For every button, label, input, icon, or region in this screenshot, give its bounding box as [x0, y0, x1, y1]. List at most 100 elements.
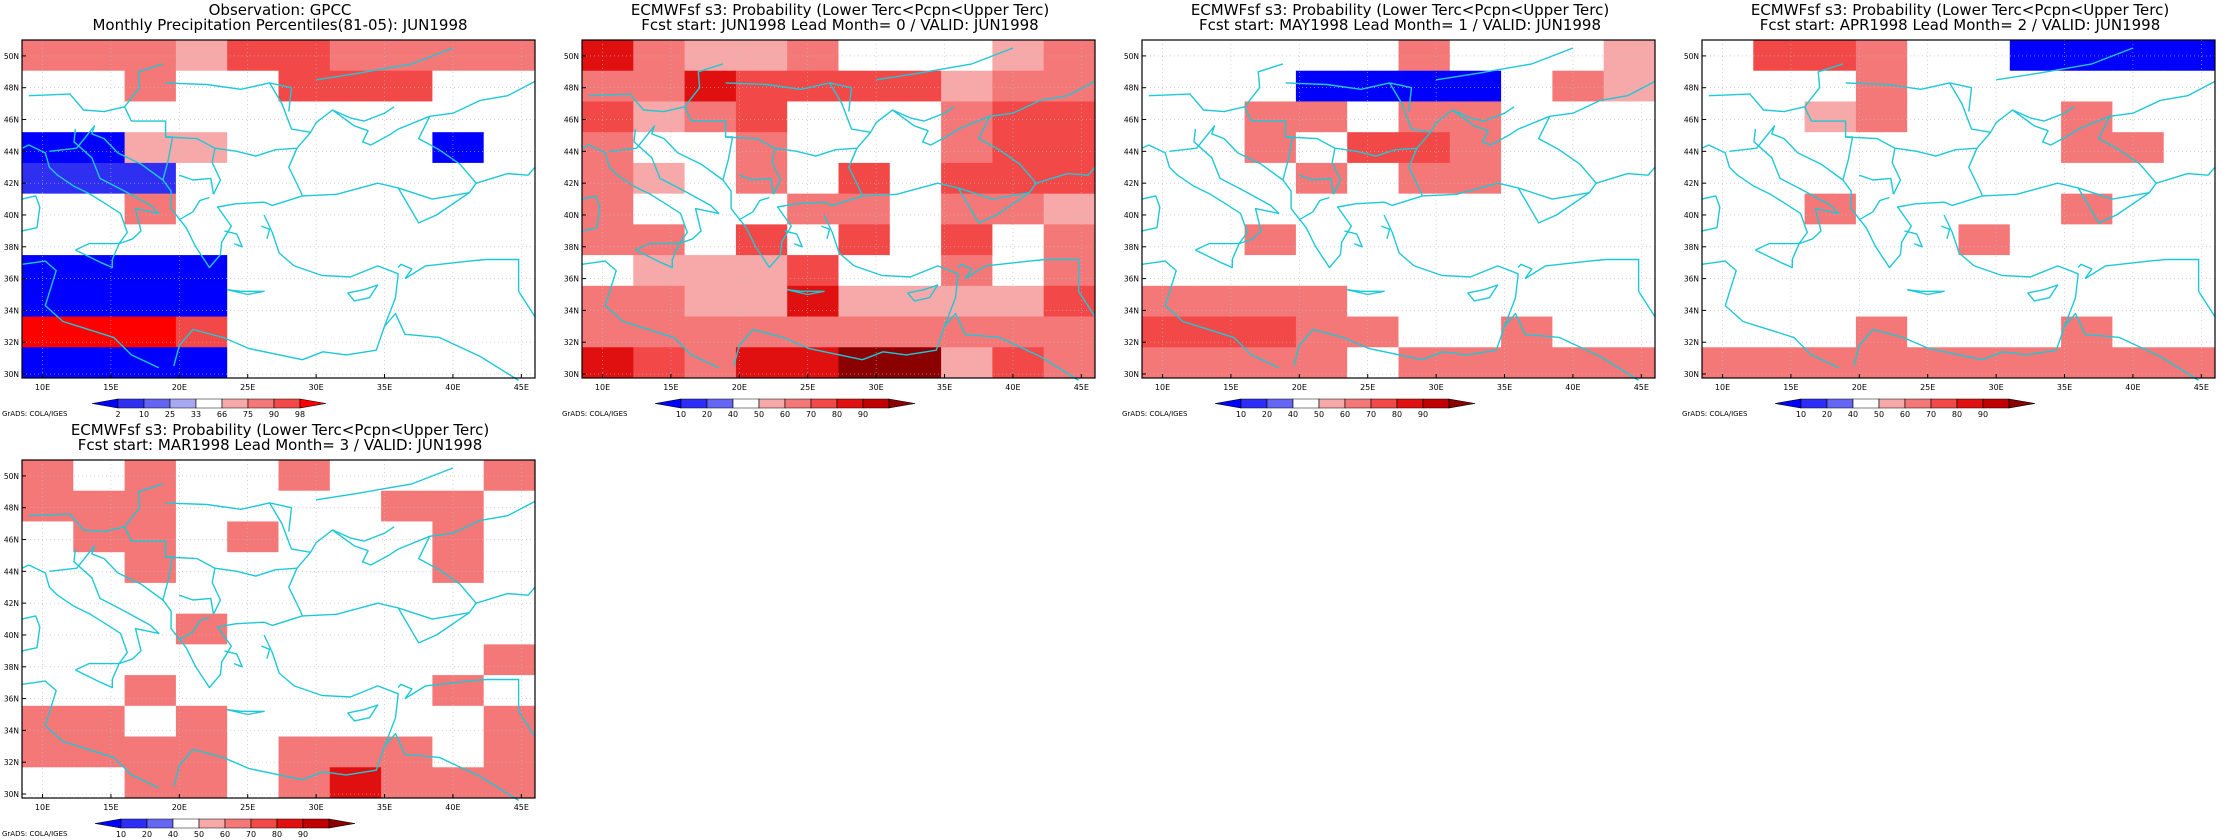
heatmap-cell: [992, 316, 1045, 348]
colorbar-label: 66: [217, 410, 227, 419]
heatmap-cell: [992, 70, 1045, 102]
heatmap-cell: [1552, 132, 1605, 164]
heatmap-cell: [432, 490, 485, 522]
heatmap-cell: [1043, 70, 1096, 102]
coastlines: [21, 467, 536, 801]
colorbar-label: 50: [1314, 410, 1324, 419]
credit-label: GrADS: COLA/IGES: [2, 410, 68, 418]
colorbar-swatch: [784, 398, 812, 409]
x-tick-label: 25E: [1360, 383, 1375, 392]
heatmap-cell: [381, 736, 433, 768]
colorbar-swatch: [276, 818, 304, 829]
heatmap-cell: [1501, 70, 1553, 102]
heatmap-cell: [2061, 224, 2113, 256]
heatmap-cell: [1753, 224, 1806, 256]
x-tick-label: 10E: [1715, 383, 1730, 392]
heatmap-cell: [684, 101, 737, 133]
heatmap-cells: [1142, 40, 1656, 379]
colorbar-label: 70: [246, 830, 256, 839]
x-tick-label: 45E: [514, 383, 529, 392]
colorbar-label: 90: [1978, 410, 1988, 419]
heatmap-cell: [278, 224, 331, 256]
credit-label: GrADS: COLA/IGES: [1122, 410, 1188, 418]
chart-subtitle: Monthly Precipitation Percentiles(81-05)…: [92, 16, 468, 34]
heatmap-cell: [483, 490, 536, 522]
heatmap-cell: [838, 40, 891, 72]
heatmap-cell: [1449, 255, 1502, 287]
y-tick-label: 48N: [1684, 84, 1699, 93]
heatmap-cell: [1142, 162, 1194, 195]
heatmap-cell: [1958, 193, 2011, 225]
heatmap-cell: [175, 767, 228, 799]
heatmap-cell: [1804, 347, 1857, 379]
heatmap-cell: [1855, 132, 1908, 164]
colorbar-swatch: [706, 398, 734, 409]
colorbar-label: 50: [754, 410, 764, 419]
heatmap-cell: [787, 162, 839, 195]
heatmap-cell: [1398, 40, 1451, 72]
colorbar-swatch: [169, 398, 197, 409]
heatmap-cell: [582, 132, 634, 164]
x-tick-label: 30E: [869, 383, 884, 392]
heatmap-cell: [941, 347, 993, 379]
y-tick-label: 36N: [4, 695, 19, 704]
heatmap-cell: [73, 521, 126, 553]
y-tick-label: 40N: [1684, 211, 1699, 220]
heatmap-cell: [1958, 40, 2011, 72]
heatmap-cell: [735, 255, 788, 287]
x-tick-label: 30E: [1429, 383, 1444, 392]
y-tick-label: 30N: [4, 370, 19, 379]
heatmap-cell: [483, 675, 536, 707]
colorbar-swatch: [120, 818, 148, 829]
heatmap-cell: [941, 132, 993, 164]
heatmap-cell: [73, 162, 126, 195]
heatmap-cell: [175, 132, 228, 164]
map-plot: 10E 15E 20E 25E 30E 35E 40E 45E 30N 32N 34N 36N 38N 4…: [1124, 39, 1656, 419]
heatmap-cell: [2061, 101, 2113, 133]
x-tick-label: 45E: [514, 803, 529, 812]
heatmap-cell: [889, 255, 942, 287]
heatmap-cell: [2009, 40, 2062, 72]
heatmap-cell: [633, 224, 686, 256]
coastlines: [21, 47, 536, 381]
colorbar-label: 70: [1366, 410, 1376, 419]
heatmap-cell: [432, 132, 485, 164]
heatmap-cell: [1603, 347, 1656, 379]
colorbar-label: 20: [1822, 410, 1832, 419]
chart-title: ECMWFsf s3: Probability (Lower Terc<Pcpn…: [1750, 1, 2170, 19]
x-tick-label: 25E: [240, 383, 255, 392]
colorbar-label: 50: [1874, 410, 1884, 419]
heatmap-cell: [787, 132, 839, 164]
heatmap-cell: [1295, 285, 1348, 318]
heatmap-cells: [1702, 40, 2216, 379]
colorbar-label: 75: [243, 410, 253, 419]
heatmap-cell: [1702, 255, 1754, 287]
heatmap-cell: [1552, 224, 1605, 256]
y-tick-label: 30N: [1124, 370, 1139, 379]
colorbar-swatch: [888, 398, 916, 409]
heatmap-cell: [1753, 40, 1806, 72]
y-tick-label: 42N: [564, 179, 579, 188]
heatmap-cell: [1043, 193, 1096, 225]
y-tick-label: 36N: [1684, 275, 1699, 284]
colorbar-label: 10: [116, 830, 126, 839]
x-tick-label: 40E: [2125, 383, 2140, 392]
heatmap-cell: [2163, 347, 2216, 379]
y-tick-label: 34N: [4, 306, 19, 315]
heatmap-cell: [1193, 40, 1246, 72]
x-tick-label: 20E: [1852, 383, 1867, 392]
y-tick-label: 34N: [1124, 306, 1139, 315]
heatmap-cell: [941, 285, 993, 318]
colorbar-swatch: [1956, 398, 1984, 409]
colorbar-swatch: [1266, 398, 1294, 409]
heatmap-cell: [1501, 316, 1553, 348]
heatmap-cell: [1244, 224, 1297, 256]
heatmap-cell: [1347, 193, 1399, 225]
colorbar-label: 80: [1952, 410, 1962, 419]
heatmap-cell: [2061, 285, 2113, 318]
heatmap-cell: [1907, 193, 1959, 225]
colorbar-label: 20: [702, 410, 712, 419]
heatmap-cell: [1449, 193, 1502, 225]
heatmap-cell: [381, 644, 433, 676]
heatmap-cell: [1295, 224, 1348, 256]
